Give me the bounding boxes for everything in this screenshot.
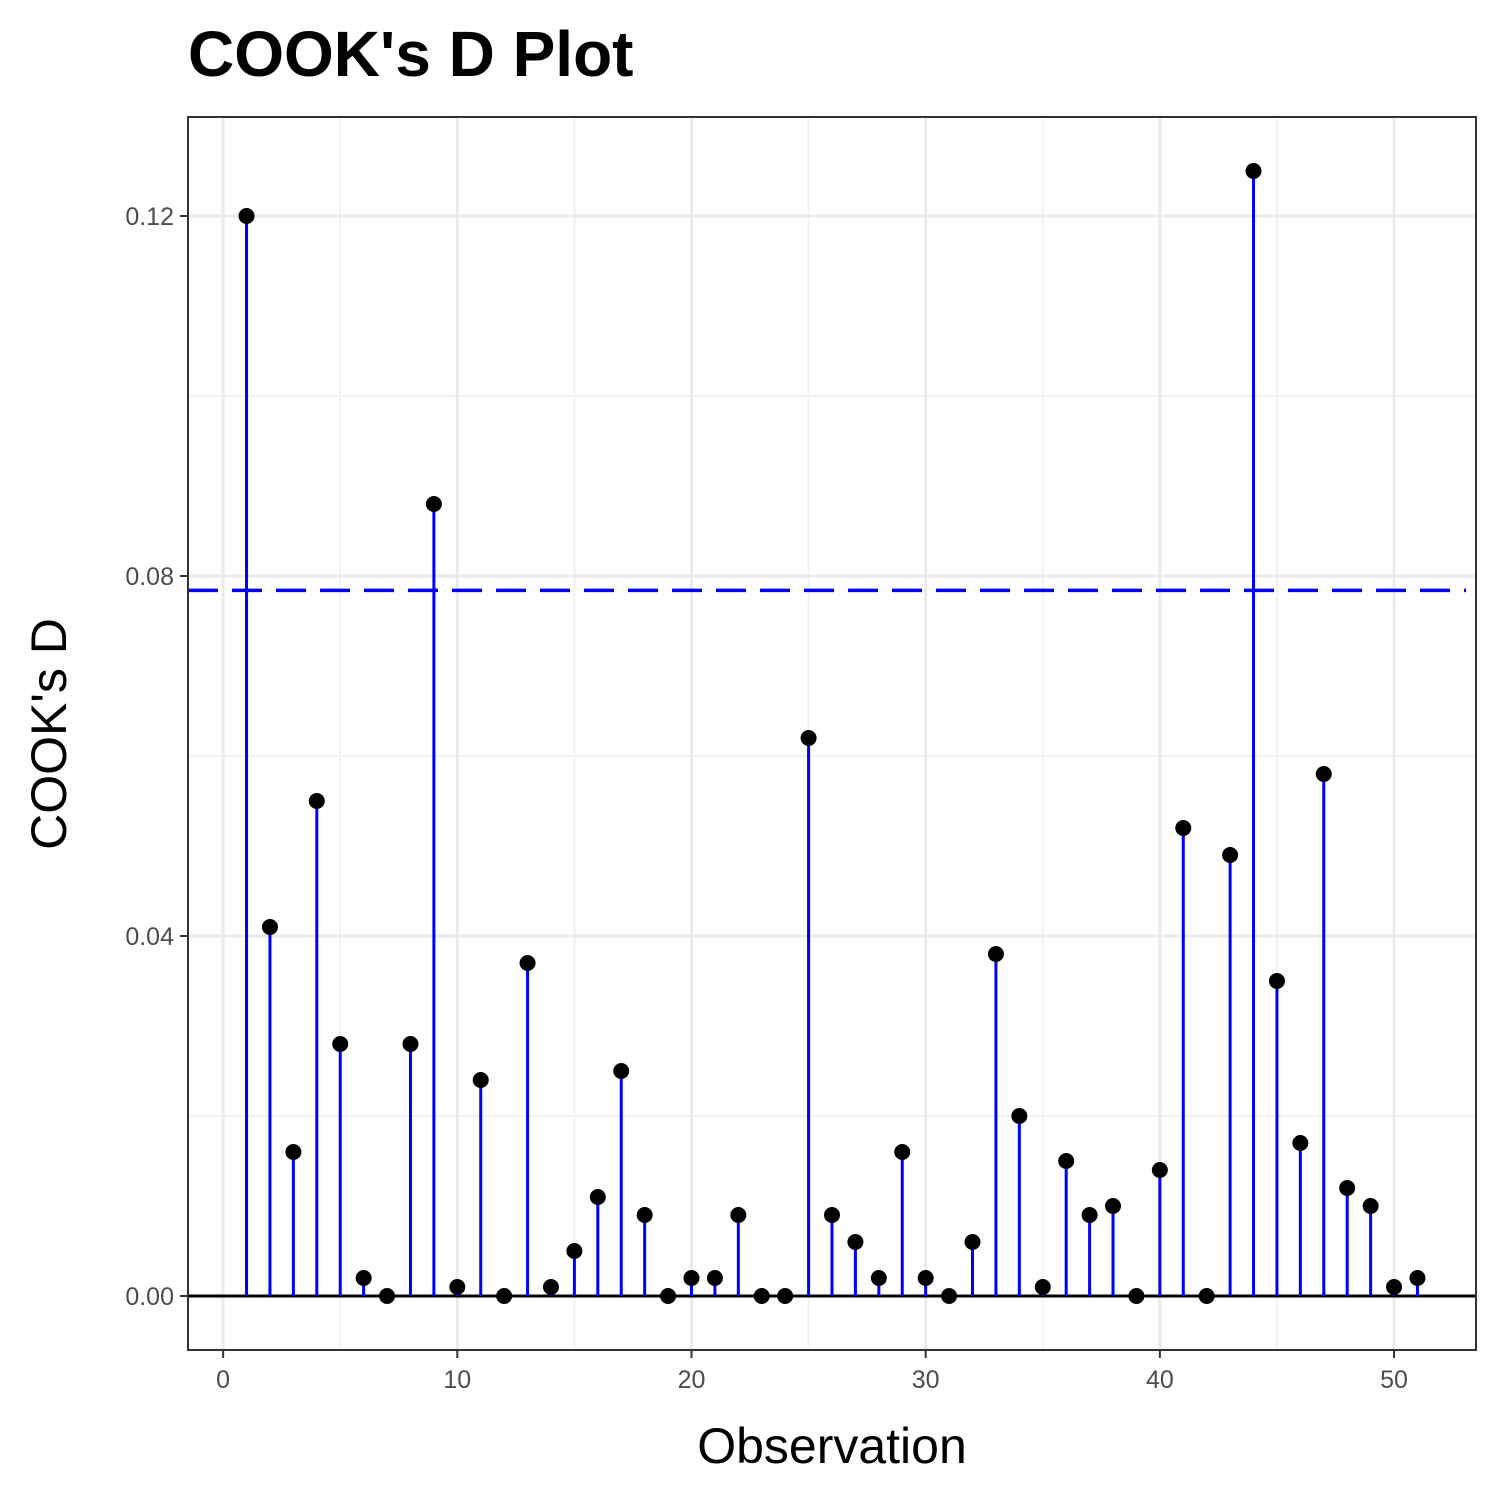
point-8	[402, 1036, 419, 1052]
data-marks	[188, 163, 1476, 1304]
point-1	[238, 208, 255, 224]
point-31	[941, 1288, 958, 1304]
x-axis: 0 10 20 30 40 50	[216, 1350, 1408, 1394]
point-46	[1292, 1135, 1309, 1151]
x-tick-label: 30	[912, 1366, 940, 1394]
point-47	[1315, 766, 1332, 782]
x-tick-label: 0	[216, 1366, 230, 1394]
point-17	[613, 1063, 630, 1079]
point-35	[1034, 1279, 1051, 1295]
point-48	[1339, 1180, 1356, 1196]
x-tick-label: 40	[1146, 1366, 1174, 1394]
point-32	[964, 1234, 981, 1250]
point-10	[449, 1279, 466, 1295]
point-23	[753, 1288, 770, 1304]
point-15	[566, 1243, 583, 1259]
point-43	[1222, 847, 1239, 863]
point-16	[589, 1189, 606, 1205]
point-50	[1386, 1279, 1403, 1295]
point-24	[777, 1288, 794, 1304]
point-37	[1081, 1207, 1098, 1223]
point-20	[683, 1270, 700, 1286]
plot-border	[187, 116, 1477, 1351]
point-27	[847, 1234, 864, 1250]
point-5	[332, 1036, 349, 1052]
point-14	[542, 1279, 559, 1295]
point-7	[379, 1288, 396, 1304]
point-39	[1128, 1288, 1145, 1304]
point-42	[1198, 1288, 1215, 1304]
point-40	[1151, 1162, 1168, 1178]
y-tick-label: 0.00	[125, 1283, 174, 1311]
point-45	[1268, 973, 1285, 989]
point-4	[308, 793, 325, 809]
point-9	[425, 496, 442, 512]
point-13	[519, 955, 536, 971]
x-axis-title: Observation	[697, 1418, 967, 1474]
point-38	[1105, 1198, 1122, 1214]
point-11	[472, 1072, 489, 1088]
point-22	[730, 1207, 747, 1223]
point-34	[1011, 1108, 1028, 1124]
point-36	[1058, 1153, 1075, 1169]
y-tick-label: 0.04	[125, 923, 174, 951]
point-26	[824, 1207, 840, 1223]
point-25	[800, 730, 817, 746]
point-12	[496, 1288, 513, 1304]
point-6	[355, 1270, 372, 1286]
x-tick-label: 50	[1380, 1366, 1408, 1394]
y-tick-label: 0.08	[125, 563, 174, 591]
y-axis-title: COOK's D	[21, 618, 77, 850]
x-tick-label: 10	[443, 1366, 471, 1394]
point-29	[894, 1144, 911, 1160]
chart-title: COOK's D Plot	[188, 18, 633, 90]
point-44	[1245, 163, 1262, 179]
x-tick-label: 20	[678, 1366, 706, 1394]
point-33	[987, 946, 1004, 962]
point-30	[917, 1270, 934, 1286]
point-2	[261, 919, 278, 935]
plot-panel	[188, 117, 1476, 1350]
point-18	[636, 1207, 653, 1223]
point-21	[706, 1270, 723, 1286]
y-tick-label: 0.12	[125, 203, 174, 231]
grid-lines	[188, 117, 1476, 1350]
point-28	[870, 1270, 887, 1286]
point-41	[1175, 820, 1192, 836]
point-3	[285, 1144, 302, 1160]
point-49	[1362, 1198, 1379, 1214]
point-51	[1409, 1270, 1426, 1286]
y-axis: 0.00 0.04 0.08 0.12	[125, 203, 188, 1311]
point-19	[660, 1288, 677, 1304]
